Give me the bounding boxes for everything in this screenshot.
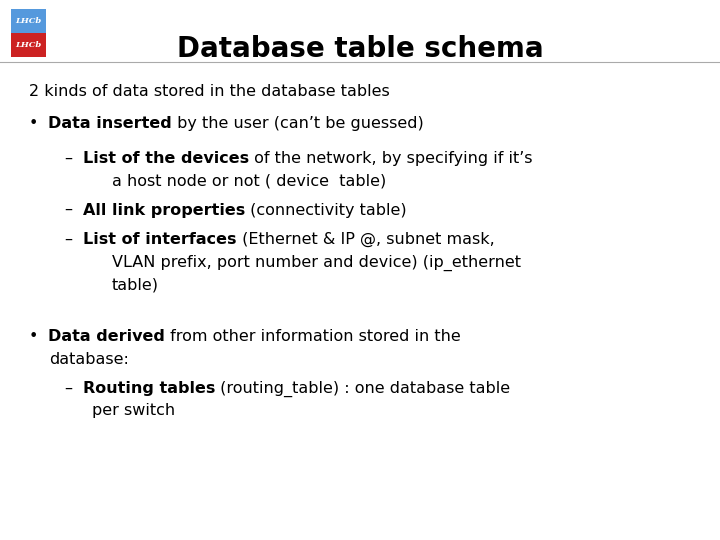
Text: –: – <box>65 151 83 166</box>
Text: •: • <box>29 329 48 345</box>
Text: List of interfaces: List of interfaces <box>83 232 237 247</box>
Text: database:: database: <box>49 352 129 367</box>
Text: VLAN prefix, port number and device) (ip_ethernet: VLAN prefix, port number and device) (ip… <box>112 255 521 271</box>
Text: Routing tables: Routing tables <box>83 381 215 396</box>
Text: (Ethernet & IP @, subnet mask,: (Ethernet & IP @, subnet mask, <box>237 232 495 247</box>
Text: List of the devices: List of the devices <box>83 151 249 166</box>
Text: per switch: per switch <box>92 403 175 418</box>
Text: (routing_table) : one database table: (routing_table) : one database table <box>215 381 510 397</box>
FancyBboxPatch shape <box>11 33 45 57</box>
Text: (connectivity table): (connectivity table) <box>246 202 407 218</box>
Text: All link properties: All link properties <box>83 202 246 218</box>
Text: table): table) <box>112 278 158 293</box>
Text: of the network, by specifying if it’s: of the network, by specifying if it’s <box>249 151 533 166</box>
Text: a host node or not ( device  table): a host node or not ( device table) <box>112 174 386 189</box>
Text: Data derived: Data derived <box>48 329 166 345</box>
Text: –: – <box>65 232 83 247</box>
Text: Database table schema: Database table schema <box>176 35 544 63</box>
Text: •: • <box>29 116 48 131</box>
Text: –: – <box>65 202 83 218</box>
Text: 2 kinds of data stored in the database tables: 2 kinds of data stored in the database t… <box>29 84 390 99</box>
Text: Data inserted: Data inserted <box>48 116 172 131</box>
FancyBboxPatch shape <box>11 9 45 33</box>
Text: from other information stored in the: from other information stored in the <box>166 329 461 345</box>
Text: –: – <box>65 381 83 396</box>
Text: LHCb: LHCb <box>15 41 41 49</box>
Text: by the user (can’t be guessed): by the user (can’t be guessed) <box>172 116 424 131</box>
Text: LHCb: LHCb <box>15 17 41 25</box>
